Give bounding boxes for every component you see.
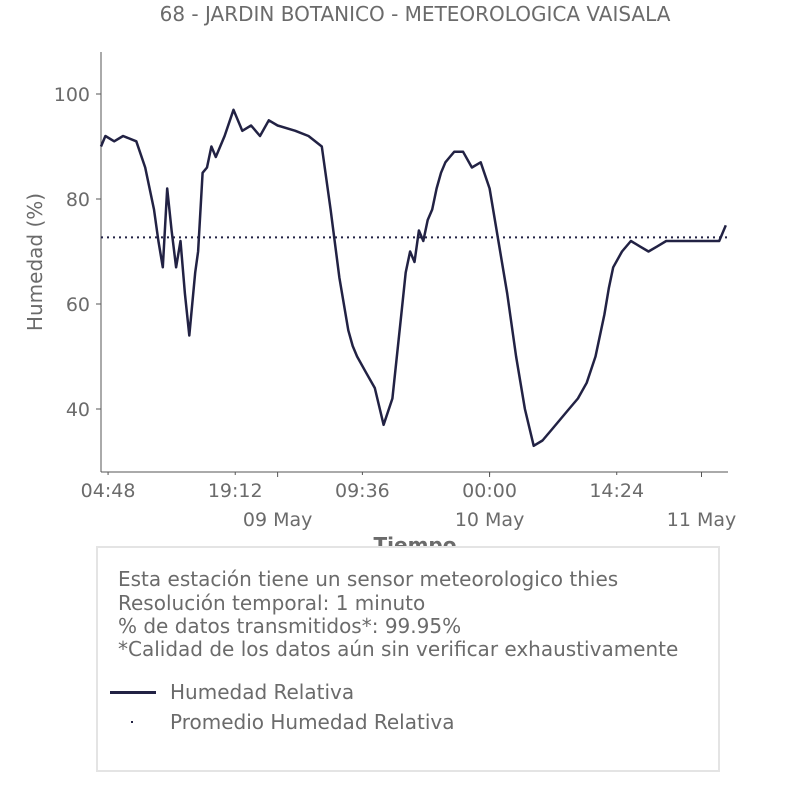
x-minor-tick-label: 04:48: [81, 480, 136, 502]
plot-area: 40 60 80 100 04:48 19:12 09:36 00:00 14:24 09 May…: [54, 52, 737, 531]
y-tick-label: 60: [66, 294, 90, 316]
x-minor-tick-label: 00:00: [462, 480, 517, 502]
y-axis-label: Humedad (%): [23, 193, 47, 331]
x-minor-tick-label: 14:24: [589, 480, 644, 502]
x-major-tick-label: 09 May: [243, 509, 313, 531]
legend-solid-line-icon: [110, 691, 156, 694]
y-tick-label: 100: [54, 84, 90, 106]
y-tick-label: 40: [66, 399, 90, 421]
legend-label-humedad: Humedad Relativa: [170, 680, 355, 704]
legend-item-humedad: Humedad Relativa: [110, 680, 610, 704]
info-panel: Esta estación tiene un sensor meteorolog…: [96, 546, 720, 772]
x-major-tick-label: 11 May: [667, 509, 737, 531]
x-major-tick-label: 10 May: [455, 509, 525, 531]
humidity-line: [99, 108, 727, 448]
x-minor-tick-label: 09:36: [335, 480, 390, 502]
info-transmitted-text: % de datos transmitidos*: 99.95%: [118, 614, 462, 638]
chart-title: 68 - JARDIN BOTANICO - METEOROLOGICA VAI…: [160, 2, 671, 26]
info-resolution-text: Resolución temporal: 1 minuto: [118, 591, 426, 615]
y-tick-label: 80: [66, 189, 90, 211]
x-minor-tick-label: 19:12: [208, 480, 263, 502]
legend-label-promedio: Promedio Humedad Relativa: [170, 710, 455, 734]
legend-item-promedio: Promedio Humedad Relativa: [110, 710, 610, 734]
info-quality-note: *Calidad de los datos aún sin verificar …: [118, 637, 679, 661]
info-sensor-text: Esta estación tiene un sensor meteorolog…: [118, 567, 619, 591]
legend-dot-icon: [131, 721, 133, 723]
